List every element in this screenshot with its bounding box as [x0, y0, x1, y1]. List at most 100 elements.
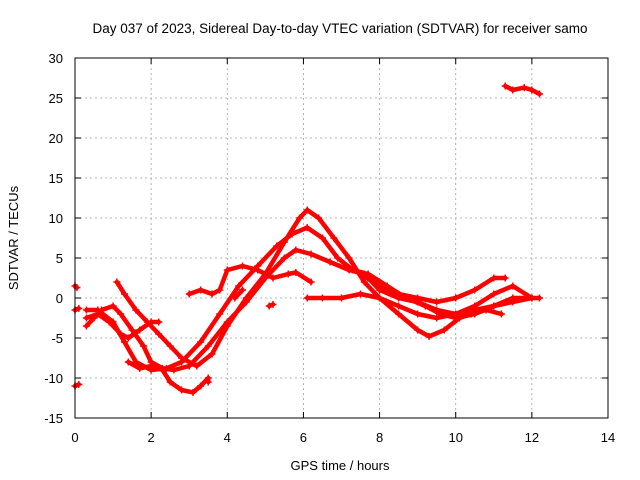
x-axis-label: GPS time / hours	[291, 458, 390, 473]
data-point	[414, 294, 422, 302]
data-point	[440, 326, 448, 334]
data-point	[509, 282, 517, 290]
data-point	[338, 294, 345, 302]
x-tick-label: 2	[148, 430, 155, 445]
data-point	[471, 286, 479, 294]
data-point	[105, 318, 113, 326]
data-point	[120, 338, 128, 346]
data-point	[360, 278, 368, 286]
data-point	[239, 286, 247, 294]
data-point	[94, 310, 102, 318]
data-point	[242, 294, 250, 302]
data-point	[197, 382, 205, 390]
data-point	[482, 306, 490, 314]
data-point	[280, 238, 288, 246]
data-point	[535, 90, 543, 98]
data-point	[318, 294, 326, 302]
data-point	[178, 354, 186, 362]
data-point	[292, 246, 300, 254]
data-point	[155, 318, 163, 326]
data-point	[528, 294, 536, 302]
data-point	[497, 310, 505, 318]
data-point	[509, 294, 517, 302]
data-point	[490, 274, 498, 282]
data-point	[208, 290, 216, 298]
data-point	[303, 224, 311, 232]
data-point	[128, 326, 136, 334]
data-point	[433, 298, 441, 306]
data-point	[204, 342, 212, 350]
data-point	[197, 338, 205, 346]
data-point	[535, 294, 543, 302]
data-point	[490, 290, 498, 298]
series-track-6	[114, 207, 504, 369]
data-point	[520, 84, 528, 92]
data-point	[414, 326, 422, 334]
data-point	[467, 310, 475, 318]
data-point	[117, 310, 125, 318]
y-tick-label: 15	[49, 171, 63, 186]
data-point	[326, 258, 334, 266]
data-point	[208, 350, 216, 358]
series-track-8	[126, 359, 211, 395]
data-point	[239, 262, 247, 270]
data-point	[82, 306, 90, 314]
data-point	[471, 302, 479, 310]
data-point	[204, 378, 212, 386]
data-point	[395, 302, 403, 310]
data-point	[376, 294, 384, 302]
x-tick-label: 6	[300, 430, 307, 445]
data-point	[269, 274, 277, 282]
y-tick-label: 5	[56, 251, 63, 266]
data-point	[132, 306, 140, 314]
data-point	[425, 332, 433, 340]
data-point	[292, 268, 300, 276]
x-tick-label: 8	[376, 430, 383, 445]
data-point	[345, 254, 353, 262]
series-track-7	[84, 311, 162, 341]
data-point	[185, 290, 193, 298]
data-point	[193, 362, 201, 370]
data-point	[82, 314, 90, 322]
data-point	[117, 330, 125, 338]
data-point	[75, 304, 83, 312]
data-point	[395, 310, 403, 318]
data-point	[155, 330, 163, 338]
x-tick-label: 10	[448, 430, 462, 445]
data-point	[159, 366, 167, 374]
data-point	[433, 314, 441, 322]
data-point	[303, 294, 311, 302]
y-tick-label: 10	[49, 211, 63, 226]
data-point	[254, 266, 262, 274]
y-tick-label: 0	[56, 291, 63, 306]
data-point	[235, 282, 243, 290]
series-track-10	[232, 287, 245, 301]
data-point	[284, 270, 292, 278]
data-point	[75, 380, 83, 388]
data-point	[421, 302, 429, 310]
data-point	[170, 366, 178, 374]
plot-frame	[74, 57, 609, 419]
x-tick-label: 14	[601, 430, 615, 445]
y-tick-label: 20	[49, 131, 63, 146]
data-point	[414, 310, 422, 318]
data-point	[120, 290, 128, 298]
data-point	[357, 270, 365, 278]
data-point	[334, 254, 342, 262]
data-point	[269, 300, 277, 308]
data-point	[395, 290, 403, 298]
data-point	[490, 302, 498, 310]
data-point	[307, 278, 315, 286]
data-point	[147, 318, 155, 326]
x-tick-label: 4	[224, 430, 231, 445]
y-axis-label: SDTVAR / TECUs	[6, 185, 21, 290]
data-point	[357, 290, 365, 298]
data-point	[189, 388, 197, 396]
y-tick-label: -15	[44, 411, 63, 426]
data-point	[166, 342, 174, 350]
data-point	[318, 234, 326, 242]
data-point	[136, 326, 144, 334]
x-tick-label: 12	[525, 430, 539, 445]
data-point	[216, 310, 224, 318]
